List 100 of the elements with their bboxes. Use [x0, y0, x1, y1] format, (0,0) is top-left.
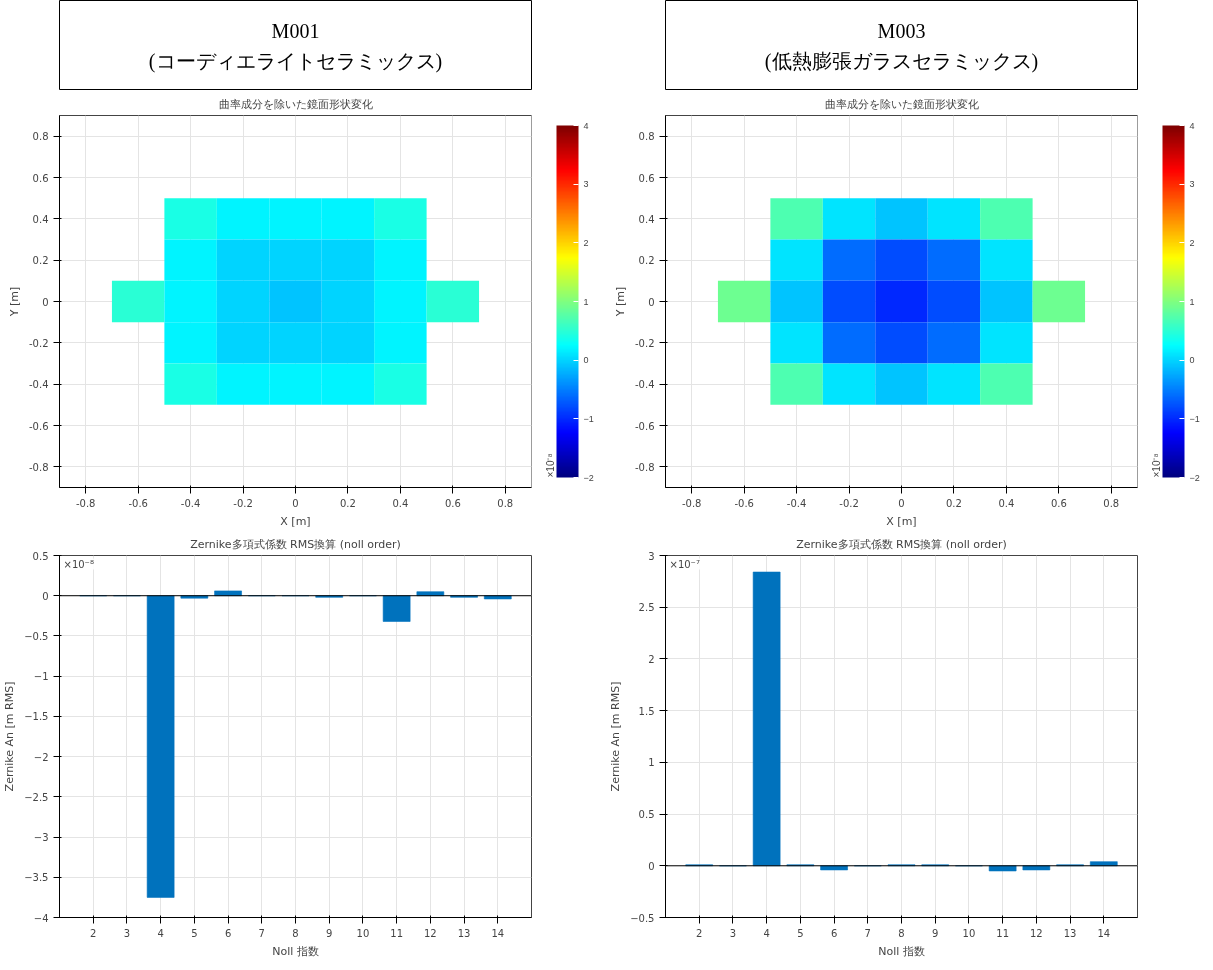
color-bar-label: −1 — [1189, 413, 1200, 424]
y-tick-label: -0.2 — [28, 337, 49, 349]
text: M003 — [877, 19, 926, 42]
text: M001 — [271, 19, 320, 42]
x-tick-label: 0.6 — [1050, 497, 1067, 509]
x-tick-label: 3 — [123, 927, 131, 939]
x-tick-label: 14 — [491, 927, 505, 939]
y-tick-label: 0.2 — [638, 255, 655, 267]
x-tick-label: 5 — [191, 927, 198, 939]
x-tick-label: 13 — [1063, 927, 1077, 939]
y-tick-label: −1 — [33, 671, 49, 683]
x-tick-label: 0.4 — [392, 497, 409, 509]
text: (コーディエライトセラミックス) — [148, 49, 443, 73]
x-tick-label: 0.2 — [339, 497, 356, 509]
x-tick-label: 0 — [292, 497, 299, 509]
x-tick-label: -0.2 — [839, 497, 859, 509]
x-axis-title: X [m] — [886, 514, 917, 528]
x-tick-label: 4 — [763, 927, 770, 939]
color-bar-label: 2 — [1189, 237, 1195, 248]
y-tick-label: 0.8 — [638, 131, 655, 143]
x-tick-label: 10 — [962, 927, 976, 939]
y-tick-label: −3.5 — [24, 872, 49, 884]
x-tick-label: -0.6 — [734, 497, 754, 509]
x-tick-label: 3 — [729, 927, 737, 939]
x-tick-label: 11 — [996, 927, 1010, 939]
y-tick-label: -0.6 — [28, 420, 49, 432]
y-tick-label: −0.5 — [24, 630, 49, 642]
x-tick-label: 13 — [457, 927, 471, 939]
y-tick-label: 0 — [648, 860, 655, 872]
color-bar-label: 2 — [583, 237, 589, 248]
y-tick-label: 3 — [648, 550, 655, 562]
text: ×10⁻⁸ — [544, 453, 556, 478]
color-bar-label: 1 — [1189, 296, 1195, 307]
color-bar-label: 4 — [1189, 120, 1195, 131]
color-bar-label: 4 — [583, 120, 589, 131]
y-axis-title: Y [m] — [7, 286, 21, 318]
x-tick-label: -0.6 — [128, 497, 148, 509]
x-tick-label: 9 — [932, 927, 939, 939]
x-tick-label: -0.4 — [786, 497, 807, 509]
x-tick-label: 2 — [696, 927, 703, 939]
y-tick-label: 1.5 — [638, 705, 655, 717]
x-tick-label: 7 — [864, 927, 871, 939]
x-tick-label: 2 — [90, 927, 97, 939]
y-tick-label: −2 — [33, 751, 49, 763]
x-axis-title: Noll 指数 — [878, 944, 925, 958]
color-bar-label: 3 — [583, 179, 589, 190]
x-tick-label: 6 — [224, 927, 232, 939]
y-tick-label: 0.6 — [32, 172, 49, 184]
x-tick-label: 4 — [157, 927, 164, 939]
x-tick-label: 8 — [898, 927, 905, 939]
y-axis-title: Zernike An [m RMS] — [3, 681, 17, 792]
x-tick-label: 5 — [797, 927, 804, 939]
x-tick-label: -0.8 — [75, 497, 96, 509]
y-tick-label: −3 — [33, 832, 49, 844]
y-tick-label: 0.4 — [32, 213, 49, 225]
color-bar-label: −2 — [1189, 472, 1200, 483]
y-tick-label: -0.2 — [634, 337, 655, 349]
chart-title: 曲率成分を除いた鏡面形状変化 — [824, 97, 979, 111]
y-tick-label: -0.6 — [634, 420, 655, 432]
y-tick-label: 1 — [648, 757, 655, 769]
y-tick-label: -0.4 — [28, 379, 49, 391]
x-tick-label: 7 — [258, 927, 265, 939]
x-tick-label: 9 — [326, 927, 333, 939]
y-tick-label: 0.4 — [638, 213, 655, 225]
y-tick-label: −1.5 — [24, 711, 49, 723]
y-axis-title: Zernike An [m RMS] — [609, 681, 623, 792]
x-tick-label: -0.2 — [233, 497, 253, 509]
y-tick-label: 0.2 — [32, 255, 49, 267]
x-tick-label: 6 — [830, 927, 838, 939]
x-tick-label: 8 — [292, 927, 299, 939]
annotation: ×10⁻⁸ — [63, 558, 94, 570]
chart-title: Zernike多項式係数 RMS換算 (noll order) — [190, 537, 401, 551]
x-tick-label: -0.8 — [681, 497, 702, 509]
y-tick-label: -0.4 — [634, 379, 655, 391]
color-bar-label: 0 — [1189, 355, 1195, 366]
y-tick-label: −2.5 — [24, 791, 49, 803]
y-axis-title: Y [m] — [613, 286, 627, 318]
y-tick-label: 0.8 — [32, 131, 49, 143]
x-tick-label: 14 — [1097, 927, 1111, 939]
x-tick-label: 0.2 — [945, 497, 962, 509]
color-bar-label: 0 — [583, 355, 589, 366]
x-tick-label: 0.4 — [998, 497, 1015, 509]
text: (低熱膨張ガラスセラミックス) — [764, 49, 1039, 73]
chart-title: 曲率成分を除いた鏡面形状変化 — [218, 97, 373, 111]
x-tick-label: 0.8 — [1103, 497, 1120, 509]
x-axis-title: X [m] — [280, 514, 311, 528]
color-bar-label: −1 — [583, 413, 594, 424]
text: ×10⁻⁸ — [1150, 453, 1162, 478]
y-tick-label: 0 — [648, 296, 655, 308]
y-tick-label: −0.5 — [630, 912, 655, 924]
x-axis-title: Noll 指数 — [272, 944, 319, 958]
y-tick-label: 2 — [648, 653, 655, 665]
y-tick-label: 0.6 — [638, 172, 655, 184]
color-bar-label: 1 — [583, 296, 589, 307]
y-tick-label: 0 — [42, 296, 49, 308]
y-tick-label: −4 — [33, 912, 49, 924]
x-tick-label: 0.6 — [444, 497, 461, 509]
chart-title: Zernike多項式係数 RMS換算 (noll order) — [796, 537, 1007, 551]
x-tick-label: 0.8 — [497, 497, 514, 509]
x-tick-label: -0.4 — [180, 497, 201, 509]
